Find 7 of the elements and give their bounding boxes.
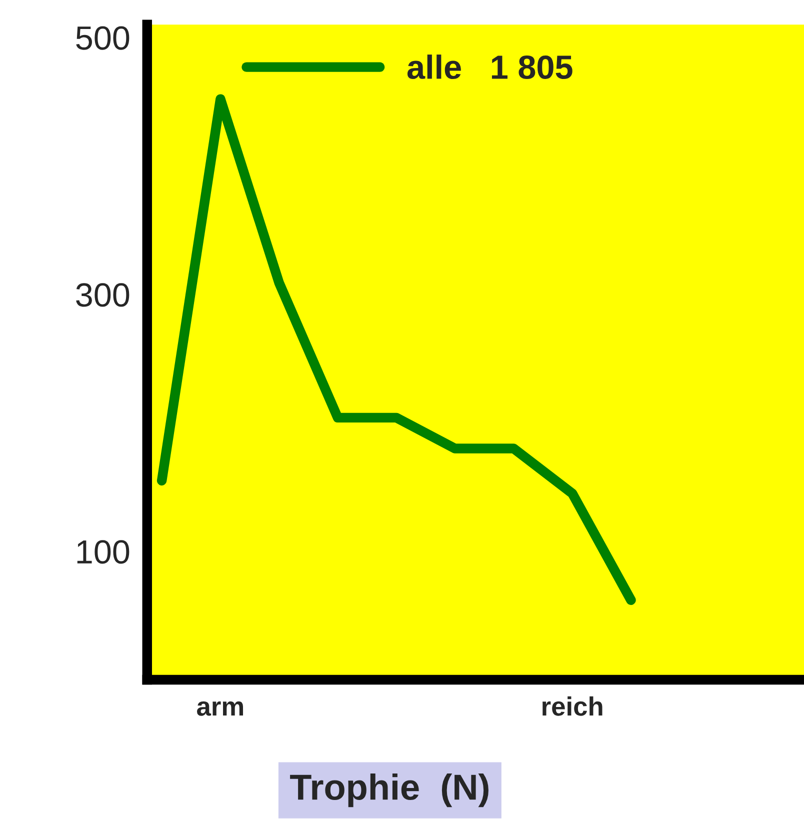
x-tick-label: arm — [197, 701, 244, 716]
x-axis-title: Trophie (N) — [290, 774, 488, 808]
legend-label: alle 1 805 — [407, 54, 572, 80]
y-tick-label: 100 — [77, 540, 130, 564]
y-tick-label: 300 — [76, 283, 130, 307]
y-tick-label: 500 — [76, 26, 130, 50]
x-tick-label: reich — [542, 696, 602, 716]
